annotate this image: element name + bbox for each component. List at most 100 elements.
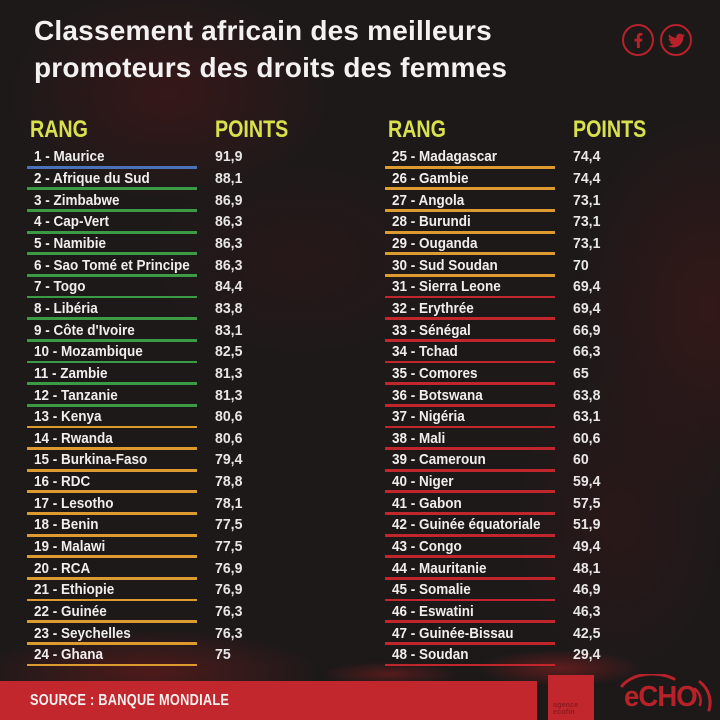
row-label: 29 - Ouganda (392, 235, 478, 253)
row-points: 86,3 (215, 213, 243, 231)
rank-underline (385, 403, 555, 407)
table-row: 22 - Guinée 76,3 (27, 602, 359, 624)
row-points: 57,5 (573, 494, 601, 512)
page-title: Classement africain des meilleurs promot… (34, 12, 507, 86)
row-points: 49,4 (573, 537, 601, 555)
rank-underline (27, 641, 197, 645)
facebook-icon[interactable] (622, 24, 654, 56)
points-header: POINTS (573, 116, 647, 143)
row-label: 16 - RDC (34, 473, 91, 491)
row-points: 76,9 (215, 581, 243, 599)
rank-underline (27, 598, 197, 602)
page-title-line2: promoteurs des droits des femmes (34, 52, 508, 83)
column-header: RANG POINTS (385, 116, 717, 148)
row-label: 44 - Mauritanie (392, 559, 487, 577)
rank-underline (27, 620, 197, 624)
row-points: 60 (573, 451, 589, 469)
row-label: 20 - RCA (34, 559, 91, 577)
page-title-line1: Classement africain des meilleurs (34, 15, 492, 46)
table-row: 37 - Nigéria 63,1 (385, 408, 717, 430)
table-row: 9 - Côte d'Ivoire 83,1 (27, 321, 359, 343)
rank-underline (385, 490, 555, 494)
rank-underline (27, 468, 197, 472)
row-points: 74,4 (573, 170, 601, 188)
rank-underline (27, 338, 197, 342)
rank-header: RANG (388, 116, 446, 143)
table-row: 12 - Tanzanie 81,3 (27, 386, 359, 408)
table-row: 26 - Gambie 74,4 (385, 170, 717, 192)
row-label: 38 - Mali (392, 429, 446, 447)
row-label: 23 - Seychelles (34, 624, 131, 642)
table-row: 16 - RDC 78,8 (27, 473, 359, 495)
row-label: 24 - Ghana (34, 646, 104, 664)
points-header: POINTS (215, 116, 289, 143)
rank-underline (385, 317, 555, 321)
row-points: 86,3 (215, 256, 243, 274)
row-points: 77,5 (215, 516, 243, 534)
row-label: 7 - Togo (34, 278, 86, 296)
table-row: 38 - Mali 60,6 (385, 429, 717, 451)
table-row: 19 - Malawi 77,5 (27, 538, 359, 560)
table-row: 33 - Sénégal 66,9 (385, 321, 717, 343)
row-label: 39 - Cameroun (392, 451, 486, 469)
table-row: 48 - Soudan 29,4 (385, 646, 717, 668)
table-row: 43 - Congo 49,4 (385, 538, 717, 560)
row-label: 46 - Eswatini (392, 602, 474, 620)
table-row: 34 - Tchad 66,3 (385, 343, 717, 365)
rank-underline (385, 187, 555, 191)
rank-underline (27, 382, 197, 386)
rank-underline (27, 512, 197, 515)
row-label: 19 - Malawi (34, 537, 106, 555)
twitter-icon[interactable] (660, 24, 692, 56)
row-points: 46,3 (573, 602, 601, 620)
row-label: 40 - Niger (392, 473, 454, 491)
row-label: 48 - Soudan (392, 646, 469, 664)
table-row: 7 - Togo 84,4 (27, 278, 359, 300)
row-points: 81,3 (215, 386, 243, 404)
row-label: 45 - Somalie (392, 581, 471, 599)
row-label: 4 - Cap-Vert (34, 213, 110, 231)
rank-underline (385, 512, 555, 515)
echo-logo: eCHO (612, 674, 716, 720)
table-row: 8 - Libéria 83,8 (27, 299, 359, 321)
row-label: 2 - Afrique du Sud (34, 170, 150, 188)
table-row: 11 - Zambie 81,3 (27, 364, 359, 386)
row-points: 70 (573, 256, 589, 274)
table-row: 3 - Zimbabwe 86,9 (27, 191, 359, 213)
row-points: 63,1 (573, 408, 601, 426)
row-label: 31 - Sierra Leone (392, 278, 501, 296)
table-row: 29 - Ouganda 73,1 (385, 235, 717, 257)
column-header: RANG POINTS (27, 116, 359, 148)
row-label: 6 - Sao Tomé et Principe (34, 256, 190, 274)
row-label: 10 - Mozambique (34, 343, 143, 361)
row-label: 12 - Tanzanie (34, 386, 118, 404)
table-row: 41 - Gabon 57,5 (385, 494, 717, 516)
rank-underline (385, 338, 555, 342)
row-label: 32 - Erythrée (392, 299, 474, 317)
row-points: 74,4 (573, 148, 601, 166)
rank-underline (27, 425, 197, 429)
table-row: 44 - Mauritanie 48,1 (385, 559, 717, 581)
rank-underline (27, 230, 197, 234)
row-label: 15 - Burkina-Faso (34, 451, 148, 469)
rank-underline (385, 165, 555, 169)
row-points: 51,9 (573, 516, 601, 534)
echo-signal-arcs (620, 674, 712, 712)
rank-underline (27, 317, 197, 321)
facebook-glyph (633, 32, 643, 48)
table-row: 17 - Lesotho 78,1 (27, 494, 359, 516)
rank-underline (27, 555, 197, 559)
echo-logo-text: eCHO (624, 681, 698, 713)
ranking-rows-left: 1 - Maurice 91,9 2 - Afrique du Sud 88,1 3 -… (27, 148, 359, 667)
rank-underline (27, 295, 197, 299)
row-points: 46,9 (573, 581, 601, 599)
rank-underline (385, 533, 555, 537)
table-row: 27 - Angola 73,1 (385, 191, 717, 213)
row-points: 73,1 (573, 191, 601, 209)
source-text: SOURCE : BANQUE MONDIALE (30, 691, 230, 709)
ranking-rows-right: 25 - Madagascar 74,4 26 - Gambie 74,4 27 - A… (385, 148, 717, 667)
row-points: 86,3 (215, 235, 243, 253)
row-points: 80,6 (215, 408, 243, 426)
row-label: 33 - Sénégal (392, 321, 471, 339)
row-points: 42,5 (573, 624, 601, 642)
